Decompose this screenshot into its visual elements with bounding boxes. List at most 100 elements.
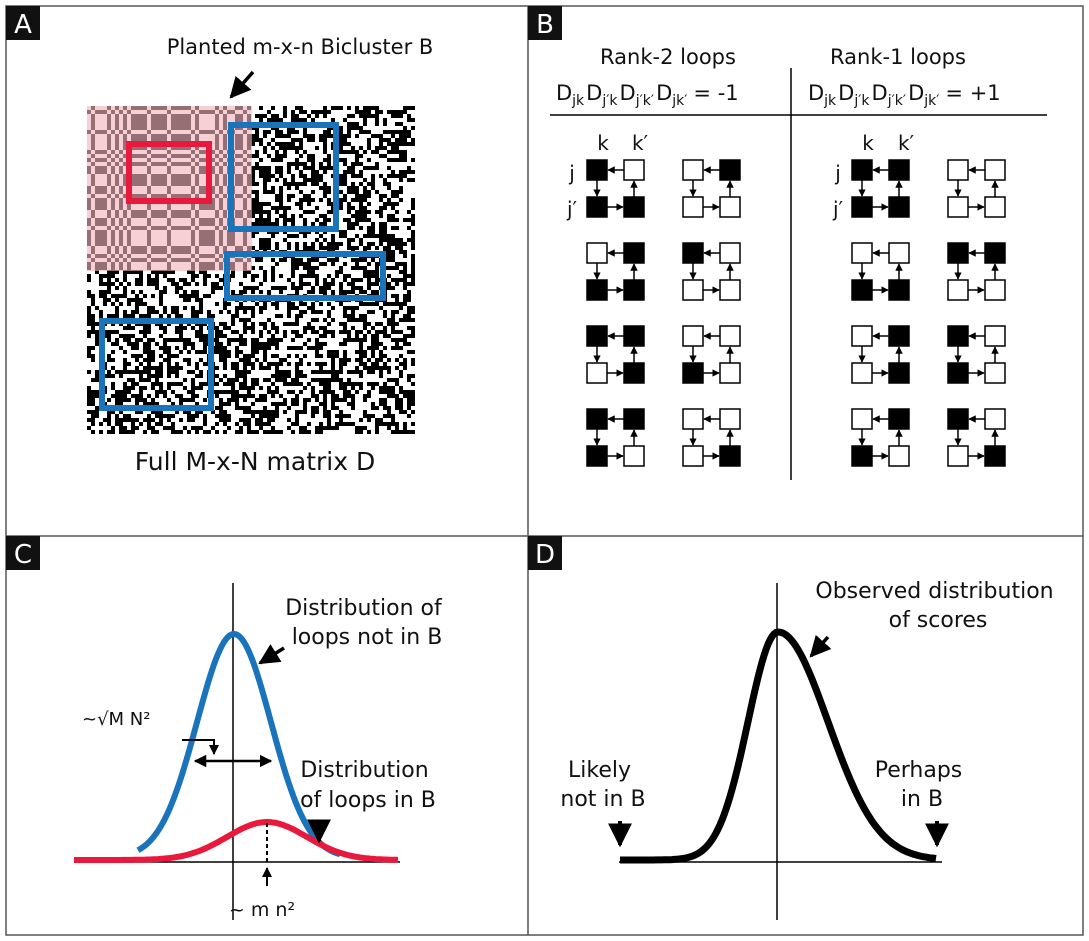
rank2-equation: DjkDj′kDj′k′Djk′ = -1 [556, 81, 739, 109]
empty-cell [984, 159, 1006, 181]
loop-diagram [947, 408, 1006, 467]
filled-cell [984, 242, 1006, 264]
panel-letter-box [6, 536, 40, 570]
filled-cell [851, 445, 873, 467]
empty-cell [682, 408, 704, 430]
observed-label: Observed distribution of scores [815, 579, 1060, 633]
filled-cell [586, 445, 608, 467]
panel-letter: A [14, 10, 32, 40]
row-j-label: j [834, 161, 841, 185]
rank1-title: Rank-1 loops [830, 45, 966, 69]
col-k-label: k [597, 131, 609, 155]
loop-diagram [586, 242, 645, 301]
empty-cell [719, 242, 741, 264]
empty-cell [851, 362, 873, 384]
panel-letter-box [528, 536, 562, 570]
empty-cell [947, 279, 969, 301]
empty-cell [851, 408, 873, 430]
filled-cell [984, 445, 1006, 467]
perhaps-label: Perhaps in B [875, 758, 970, 812]
blue-box-1 [228, 122, 339, 232]
empty-cell [984, 408, 1006, 430]
col-k-label: k [862, 131, 874, 155]
loop-diagram [851, 159, 910, 218]
empty-cell [851, 242, 873, 264]
col-k2-label: k′ [898, 131, 915, 155]
empty-cell [586, 362, 608, 384]
empty-cell [888, 445, 910, 467]
panel-letter-box [6, 6, 40, 40]
panel-a: A Planted m-x-n Bicluster B Full M-x-N m… [6, 6, 433, 476]
filled-cell [947, 362, 969, 384]
filled-cell [947, 325, 969, 347]
panel-d: D Observed distribution of scores Likely… [528, 536, 1060, 920]
filled-cell [888, 159, 910, 181]
filled-cell [888, 279, 910, 301]
filled-cell [586, 196, 608, 218]
planted-bicluster-region [87, 106, 252, 271]
loop-diagram [851, 325, 910, 384]
empty-cell [586, 242, 608, 264]
rank2-title: Rank-2 loops [600, 45, 736, 69]
rank1-equation: DjkDj′kDj′k′Djk′ = +1 [808, 81, 1001, 109]
filled-cell [719, 445, 741, 467]
dist-b-label: Distribution of loops in B [300, 758, 436, 813]
filled-cell [888, 196, 910, 218]
filled-cell [623, 362, 645, 384]
filled-cell [586, 408, 608, 430]
filled-cell [682, 362, 704, 384]
empty-cell [947, 196, 969, 218]
likely-not-label: Likely not in B [560, 758, 645, 812]
panel-b: B Rank-2 loops Rank-1 loops DjkDj′kDj′k′… [528, 6, 1047, 480]
empty-cell [719, 408, 741, 430]
filled-cell [682, 242, 704, 264]
empty-cell [719, 279, 741, 301]
panel-c: C Distribution of loops not in B ~√M N² … [6, 536, 443, 921]
panel-letter-box [528, 6, 562, 40]
filled-cell [623, 196, 645, 218]
filled-cell [888, 408, 910, 430]
loop-diagram [851, 242, 910, 301]
red-submatrix-box [126, 141, 212, 204]
width-pointer [182, 739, 219, 755]
filled-cell [623, 408, 645, 430]
observed-curve [620, 628, 937, 864]
empty-cell [719, 325, 741, 347]
width-label: ~√M N² [82, 709, 150, 730]
blue-box-2 [224, 251, 386, 301]
filled-cell [623, 325, 645, 347]
filled-cell [719, 159, 741, 181]
planted-arrow [229, 70, 255, 99]
filled-cell [947, 408, 969, 430]
observed-arrow [809, 634, 832, 658]
loop-diagram [682, 325, 741, 384]
panel-letter: C [14, 540, 32, 570]
planted-bicluster-label: Planted m-x-n Bicluster B [167, 35, 434, 59]
filled-cell [586, 325, 608, 347]
empty-cell [984, 196, 1006, 218]
empty-cell [851, 325, 873, 347]
loop-diagram [682, 408, 741, 467]
filled-cell [888, 325, 910, 347]
row-j2-label: j′ [832, 197, 844, 221]
in-b-curve [74, 819, 398, 863]
empty-cell [984, 325, 1006, 347]
empty-cell [984, 362, 1006, 384]
loop-diagram [586, 159, 645, 218]
filled-cell [623, 279, 645, 301]
filled-cell [888, 362, 910, 384]
loop-diagram [947, 159, 1006, 218]
row-j-label: j [568, 161, 575, 185]
empty-cell [719, 362, 741, 384]
loop-diagrams [586, 159, 1006, 467]
dist-not-b-arrow [258, 644, 285, 665]
empty-cell [623, 159, 645, 181]
loop-diagram [682, 159, 741, 218]
panel-letter: B [536, 10, 554, 40]
empty-cell [682, 196, 704, 218]
loop-diagram [851, 408, 910, 467]
loop-diagram [586, 408, 645, 467]
filled-cell [586, 279, 608, 301]
empty-cell [682, 445, 704, 467]
empty-cell [682, 159, 704, 181]
